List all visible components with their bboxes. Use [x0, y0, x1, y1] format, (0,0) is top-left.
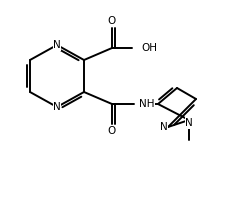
- Text: OH: OH: [141, 43, 157, 53]
- Text: N: N: [185, 118, 193, 128]
- Text: N: N: [53, 102, 61, 112]
- Text: N: N: [160, 122, 168, 132]
- Text: NH: NH: [139, 99, 154, 109]
- Text: N: N: [53, 40, 61, 50]
- Text: O: O: [108, 16, 116, 26]
- Text: O: O: [108, 126, 116, 136]
